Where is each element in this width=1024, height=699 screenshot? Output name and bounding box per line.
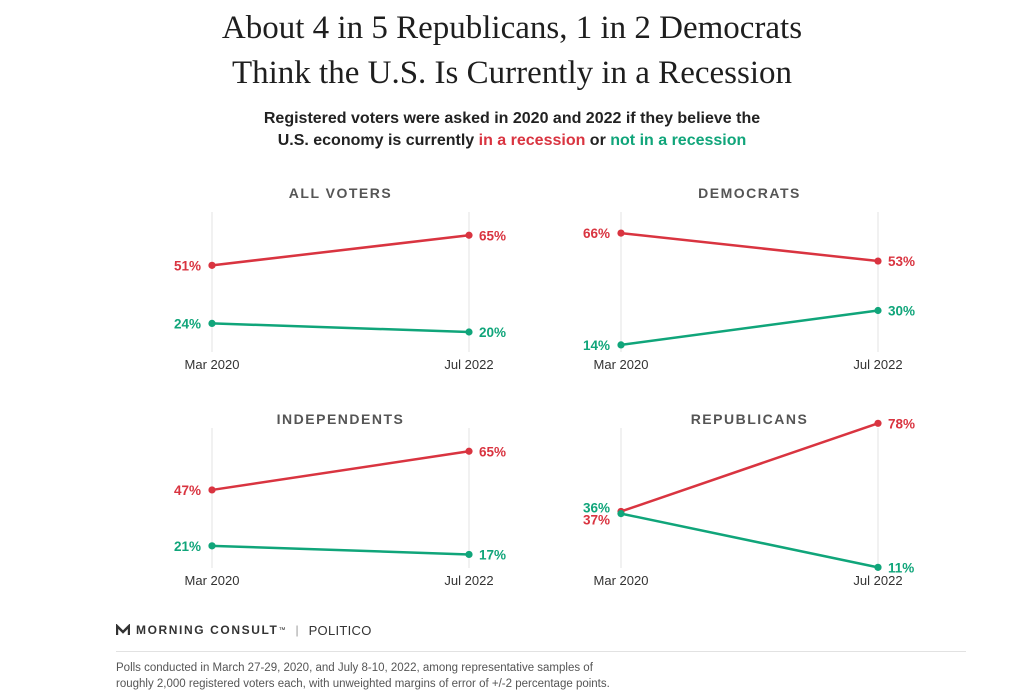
all-voters-not-recession-point-end: [465, 328, 473, 336]
chart-subtitle: Registered voters were asked in 2020 and…: [0, 108, 1024, 152]
all-voters-not-recession-point-start: [208, 319, 216, 327]
independents-recession-label-start: 47%: [174, 483, 201, 498]
subtitle-line-2: U.S. economy is currently in a recession…: [0, 130, 1024, 152]
all-voters-not-recession-label-start: 24%: [174, 316, 201, 331]
democrats-not-recession-point-end: [874, 306, 882, 315]
republicans-recession-line: [619, 422, 880, 513]
all-voters-recession-label-end: 65%: [479, 228, 506, 243]
trademark-mark: ™: [278, 626, 286, 634]
republicans-recession-label-end: 78%: [888, 416, 915, 431]
democrats-x-tick-1: Mar 2020: [594, 357, 649, 372]
subtitle-line-1: Registered voters were asked in 2020 and…: [263, 110, 761, 127]
democrats-recession-line: [619, 231, 880, 263]
morning-consult-logo-text: MORNING CONSULT: [136, 623, 279, 637]
republicans-x-tick-2: Jul 2022: [853, 573, 902, 588]
independents-not-recession-label-end: 17%: [479, 547, 506, 562]
methodology-footnote: Polls conducted in March 27-29, 2020, an…: [116, 660, 816, 692]
independents-panel-title: INDEPENDENTS: [277, 411, 405, 427]
all-voters-not-recession-line: [210, 322, 471, 334]
footer-divider: [116, 651, 966, 652]
subtitle-or: or: [585, 132, 611, 149]
democrats-not-recession-label-start: 14%: [583, 338, 610, 353]
democrats-recession-point-end: [874, 257, 882, 265]
politico-logo-text: POLITICO: [308, 622, 372, 638]
democrats-panel-title: DEMOCRATS: [698, 185, 801, 201]
independents-recession-point-end: [465, 447, 473, 455]
independents-recession-point-start: [208, 486, 216, 494]
footnote-line-1: Polls conducted in March 27-29, 2020, an…: [116, 662, 593, 674]
all-voters-recession-line: [210, 234, 471, 267]
republicans-not-recession-line: [619, 512, 880, 569]
independents-x-tick-2: Jul 2022: [444, 573, 493, 588]
title-line-2: Think the U.S. Is Currently in a Recessi…: [231, 55, 792, 91]
democrats-not-recession-line: [619, 309, 880, 347]
democrats-x-tick-2: Jul 2022: [853, 357, 902, 372]
all-voters-recession-label-start: 51%: [174, 258, 201, 273]
all-voters-recession-point-start: [208, 261, 216, 269]
footnote-line-2: roughly 2,000 registered voters each, wi…: [116, 678, 610, 690]
all-voters-x-tick-2: Jul 2022: [444, 357, 493, 372]
all-voters-recession-point-end: [465, 231, 473, 239]
subtitle-prefix: U.S. economy is currently: [277, 132, 479, 149]
independents-recession-line: [210, 450, 471, 492]
morning-consult-logo-icon: [116, 624, 130, 635]
democrats-not-recession-label-end: 30%: [888, 304, 915, 319]
all-voters-not-recession-label-end: 20%: [479, 325, 506, 340]
republicans-not-recession-point-end: [874, 563, 882, 571]
brand-separator: |: [295, 623, 299, 637]
republicans-not-recession-point-start: [617, 509, 625, 518]
all-voters-x-tick-1: Mar 2020: [185, 357, 240, 372]
democrats-recession-point-start: [617, 229, 625, 237]
republicans-x-tick-1: Mar 2020: [594, 573, 649, 588]
republicans-recession-point-end: [874, 419, 882, 427]
title-line-1: About 4 in 5 Republicans, 1 in 2 Democra…: [221, 10, 803, 46]
independents-not-recession-label-start: 21%: [174, 539, 201, 554]
chart-title: About 4 in 5 Republicans, 1 in 2 Democra…: [0, 6, 1024, 96]
subtitle-not-recession-key: not in a recession: [610, 132, 747, 149]
independents-not-recession-line: [210, 544, 471, 556]
republicans-not-recession-label-end: 11%: [888, 560, 914, 575]
independents-x-tick-1: Mar 2020: [185, 573, 240, 588]
all-voters-panel-title: ALL VOTERS: [289, 185, 392, 201]
independents-recession-label-end: 65%: [479, 444, 506, 459]
subtitle-recession-key: in a recession: [478, 132, 586, 149]
independents-not-recession-point-end: [465, 550, 473, 559]
democrats-recession-label-start: 66%: [583, 226, 610, 241]
brand-footer: MORNING CONSULT ™ | POLITICO: [116, 620, 372, 640]
independents-not-recession-point-start: [208, 542, 216, 550]
democrats-not-recession-point-start: [617, 341, 625, 349]
republicans-not-recession-label-start: 36%: [583, 501, 610, 516]
republicans-panel-title: REPUBLICANS: [691, 411, 809, 427]
republicans-recession-label-start: 37%: [583, 512, 610, 527]
democrats-recession-label-end: 53%: [888, 254, 915, 269]
